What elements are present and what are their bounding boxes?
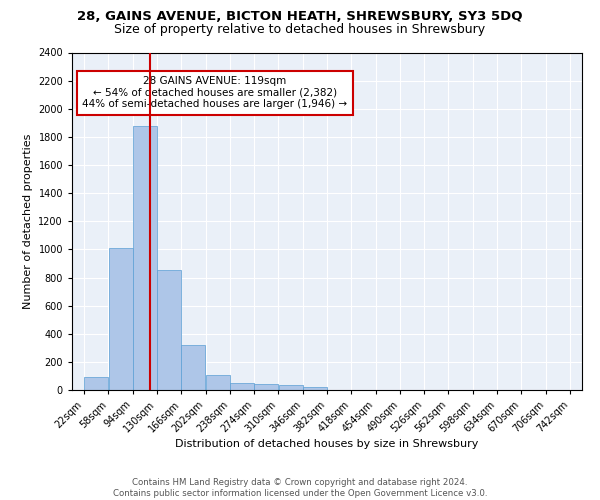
Bar (109, 248, 133, 390)
Bar (303, 387, 327, 390)
Text: 28 GAINS AVENUE: 119sqm
← 54% of detached houses are smaller (2,382)
44% of semi: 28 GAINS AVENUE: 119sqm ← 54% of detache… (82, 76, 347, 110)
Bar (133, 126, 157, 390)
Y-axis label: Number of detached properties: Number of detached properties (23, 134, 32, 309)
Bar (85, 378, 108, 390)
Bar (157, 270, 181, 390)
Text: Contains HM Land Registry data © Crown copyright and database right 2024.
Contai: Contains HM Land Registry data © Crown c… (113, 478, 487, 498)
Text: 28, GAINS AVENUE, BICTON HEATH, SHREWSBURY, SY3 5DQ: 28, GAINS AVENUE, BICTON HEATH, SHREWSBU… (77, 10, 523, 23)
X-axis label: Distribution of detached houses by size in Shrewsbury: Distribution of detached houses by size … (175, 440, 479, 450)
Bar (206, 374, 230, 390)
Bar (278, 385, 302, 390)
Bar (181, 345, 205, 390)
Bar (230, 383, 254, 390)
Bar (254, 384, 278, 390)
Text: Size of property relative to detached houses in Shrewsbury: Size of property relative to detached ho… (115, 22, 485, 36)
